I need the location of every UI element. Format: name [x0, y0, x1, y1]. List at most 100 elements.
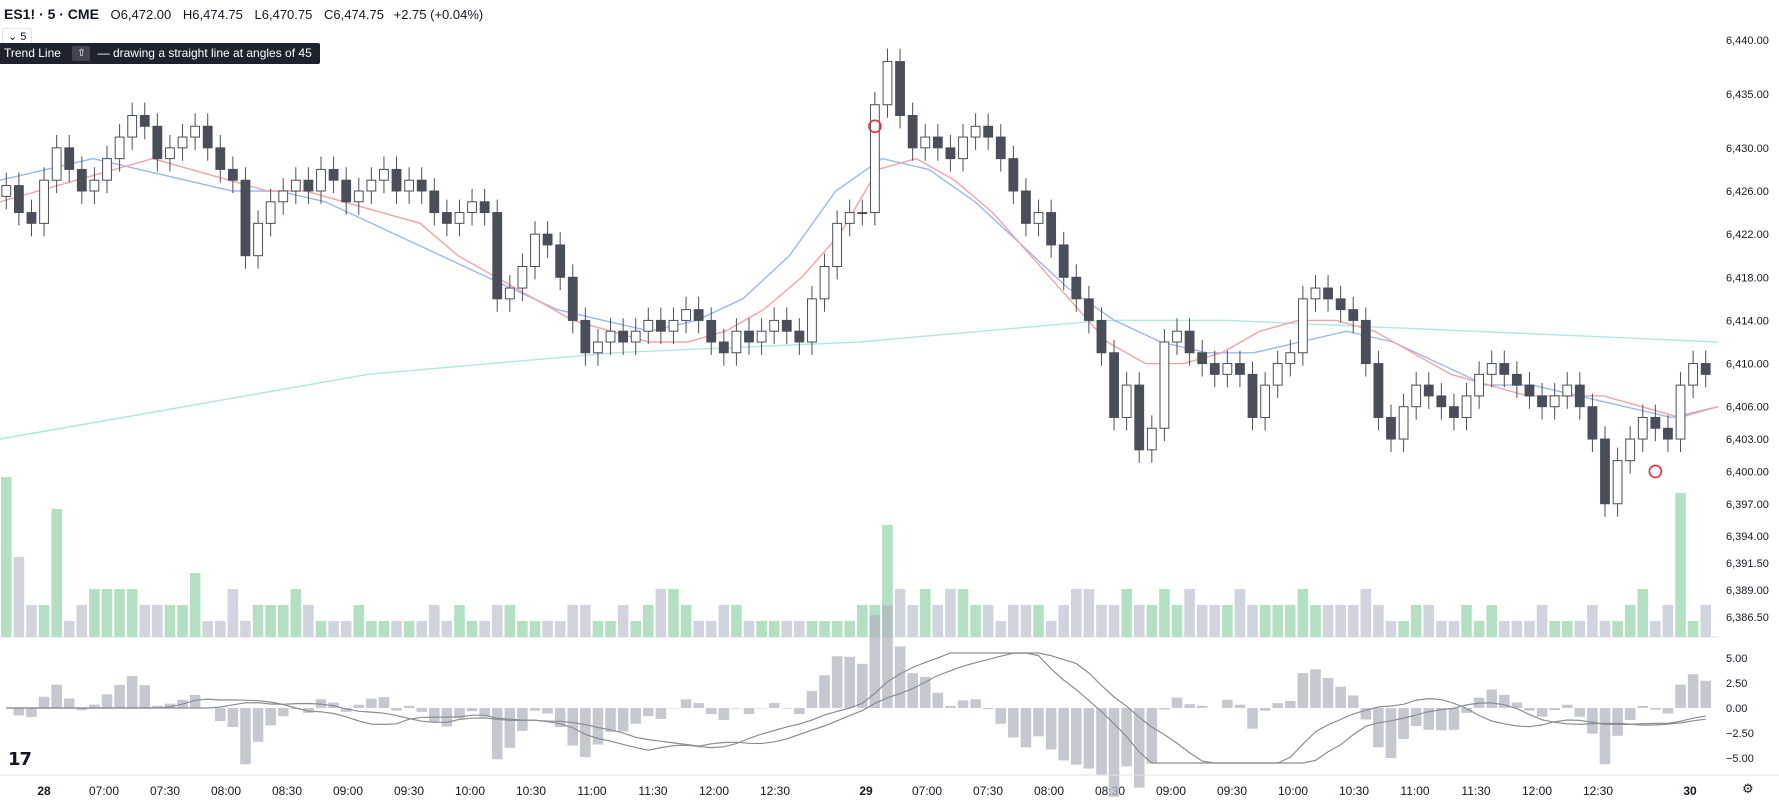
- macd-histogram-bar: [353, 704, 365, 708]
- gear-icon[interactable]: ⚙: [1742, 781, 1754, 796]
- candle-body: [303, 179, 314, 192]
- volume-bar: [290, 589, 302, 637]
- macd-histogram-bar: [1410, 708, 1422, 726]
- candle-body: [593, 341, 603, 354]
- legend-header: ES1! · 5 · CME O6,472.00 H6,474.75 L6,47…: [4, 6, 483, 22]
- candle-body: [1285, 352, 1296, 365]
- time-axis-label: 07:30: [973, 784, 1003, 798]
- macd-histogram-bar: [1285, 700, 1296, 708]
- candle-body: [567, 276, 578, 321]
- volume-bar: [26, 605, 37, 637]
- candle-body: [857, 212, 868, 215]
- candle-body: [492, 212, 503, 300]
- volume-bar: [252, 605, 264, 637]
- macd-histogram-bar: [189, 694, 201, 708]
- candle-body: [643, 319, 654, 332]
- candle-body: [1033, 212, 1044, 224]
- candle-body: [114, 136, 125, 160]
- open-value: 6,472.00: [120, 7, 172, 22]
- volume-bar: [1146, 605, 1158, 637]
- macd-histogram-bar: [844, 656, 855, 708]
- volume-bar: [215, 621, 226, 637]
- tradingview-logo-icon[interactable]: 17: [8, 749, 32, 770]
- macd-histogram-bar: [277, 708, 289, 717]
- macd-histogram-bar: [705, 708, 717, 714]
- macd-histogram-bar: [1096, 708, 1107, 776]
- volume-bar: [76, 605, 88, 637]
- symbol-label[interactable]: ES1! · 5 · CME: [4, 6, 99, 22]
- candle-body: [1549, 395, 1560, 408]
- macd-histogram-bar: [265, 708, 276, 726]
- volume-bar: [831, 621, 843, 637]
- volume-bar: [1650, 621, 1661, 637]
- volume-bar: [1209, 605, 1221, 637]
- time-axis-label: 10:00: [455, 784, 485, 798]
- volume-bar: [1360, 589, 1372, 637]
- volume-bar: [844, 621, 855, 637]
- macd-histogram-bar: [227, 708, 239, 728]
- macd-histogram-bar: [63, 698, 75, 708]
- candle-body: [1058, 244, 1069, 278]
- volume-bar: [1, 477, 12, 637]
- macd-histogram-bar: [857, 663, 868, 708]
- volume-bar: [1335, 605, 1346, 637]
- candle-body: [932, 136, 943, 149]
- macd-histogram-bar: [982, 708, 994, 710]
- volume-bar: [1096, 605, 1107, 637]
- volume-bar: [1322, 605, 1334, 637]
- volume-bar: [227, 589, 239, 637]
- candle-body: [517, 265, 528, 289]
- macd-histogram-bar: [164, 703, 176, 708]
- macd-histogram-bar: [366, 698, 377, 708]
- macd-histogram-bar: [1222, 699, 1233, 708]
- macd-histogram-bar: [479, 708, 490, 717]
- volume-bar: [177, 605, 188, 637]
- open-label: O: [110, 7, 121, 22]
- candle-body: [454, 212, 465, 224]
- macd-histogram-bar: [1184, 704, 1195, 708]
- volume-bar: [202, 621, 213, 637]
- volume-bar: [655, 589, 667, 637]
- candle-body: [290, 179, 301, 192]
- volume-bar: [907, 605, 918, 637]
- time-axis-label: 10:30: [1339, 784, 1369, 798]
- volume-bar: [995, 621, 1007, 637]
- candle-body: [404, 179, 415, 192]
- macd-histogram-bar: [1650, 708, 1661, 710]
- macd-histogram-bar: [1700, 680, 1711, 708]
- macd-histogram-bar: [1423, 708, 1435, 730]
- tool-name: Trend Line: [4, 46, 61, 60]
- volume-bar: [1020, 605, 1032, 637]
- macd-histogram-bar: [1448, 708, 1460, 730]
- shift-key-icon: ⇧: [72, 46, 91, 62]
- candle-body: [970, 125, 981, 138]
- candle-body: [1134, 384, 1145, 451]
- macd-histogram-bar: [1045, 708, 1057, 750]
- macd-histogram-bar: [1624, 708, 1636, 720]
- candle-body: [1260, 384, 1271, 418]
- volume-bar: [491, 605, 503, 637]
- candle-body: [1600, 438, 1610, 505]
- macd-histogram-bar: [605, 708, 616, 732]
- volume-bar: [1486, 605, 1497, 637]
- candle-body: [253, 222, 263, 257]
- macd-histogram-bar: [1335, 686, 1346, 708]
- candle-body: [127, 114, 138, 138]
- time-axis-label: 10:00: [1278, 784, 1308, 798]
- volume-bar: [1536, 605, 1548, 637]
- volume-bar: [164, 605, 176, 637]
- macd-axis-label: −5.00: [1726, 753, 1754, 765]
- volume-bar: [265, 605, 276, 637]
- candle-body: [605, 330, 616, 343]
- price-axis-label: 6,426.00: [1726, 186, 1769, 198]
- volume-bar: [1637, 589, 1649, 637]
- candle-body: [655, 319, 666, 332]
- volume-bar: [894, 589, 906, 637]
- candle-body: [731, 330, 742, 354]
- volume-bar: [378, 621, 390, 637]
- time-axis-label: 08:00: [211, 784, 241, 798]
- volume-bar: [353, 605, 365, 637]
- macd-histogram-bar: [567, 708, 579, 746]
- volume-bar: [756, 621, 767, 637]
